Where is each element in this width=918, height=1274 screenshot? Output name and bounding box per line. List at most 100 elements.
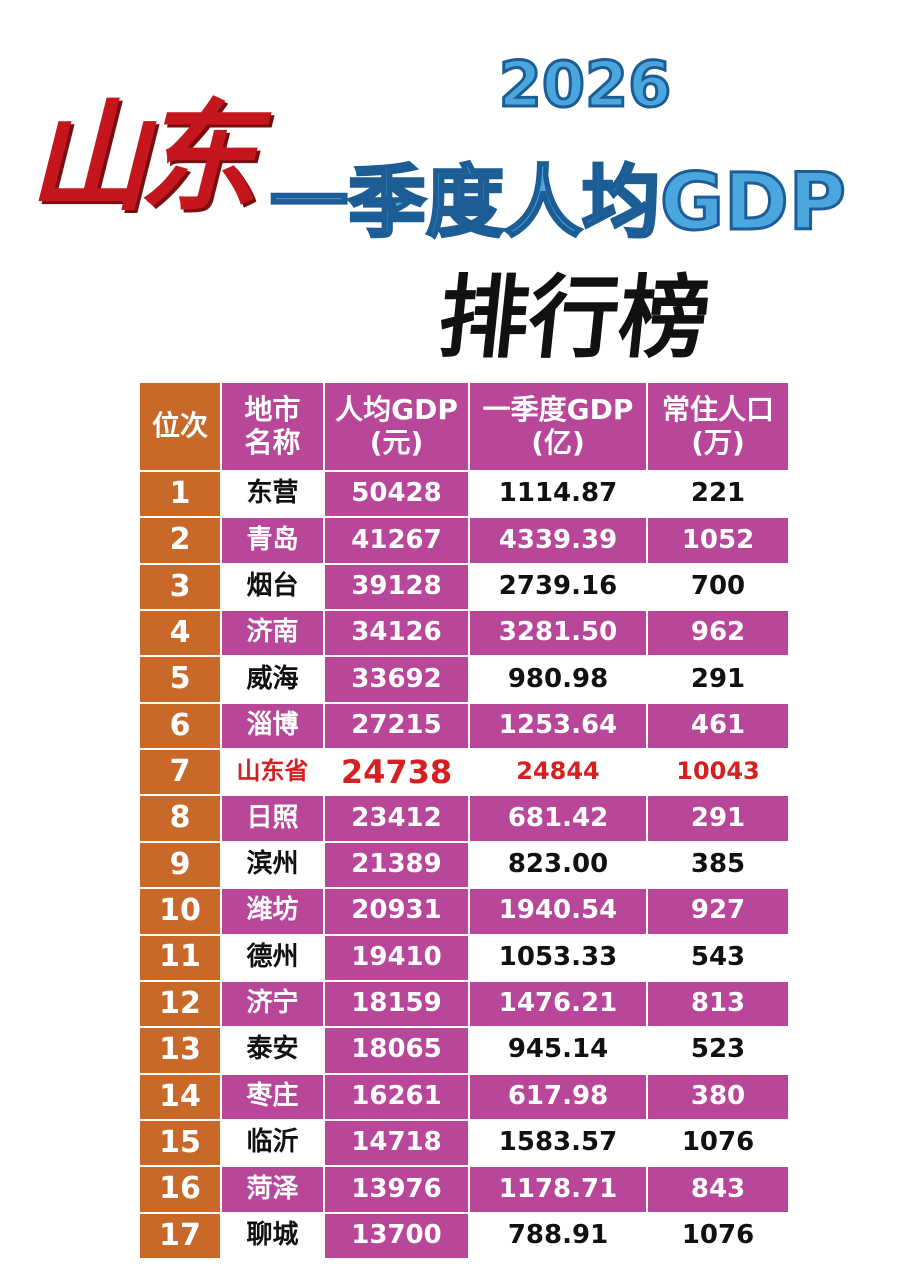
cell-text: 1052 (681, 524, 755, 555)
table-cell: 927 (648, 889, 790, 936)
cell-text: 24844 (516, 757, 600, 786)
table-cell: 13700 (325, 1213, 470, 1260)
table-cell: 1253.64 (470, 703, 648, 751)
table-cell: 34126 (325, 611, 470, 658)
table-cell: 33692 (325, 657, 470, 704)
cell-text: 39128 (351, 570, 442, 601)
table-cell: 1583.57 (470, 1120, 648, 1168)
cell-text: 聊城 (246, 1219, 299, 1250)
cell-text: 10 (159, 893, 201, 929)
table-cell: 2739.16 (470, 564, 648, 612)
table-cell: 617.98 (470, 1074, 648, 1121)
cell-text: 1053.33 (498, 941, 618, 972)
cell-text: 27215 (351, 709, 442, 740)
table-cell: 11 (140, 935, 222, 982)
cell-text: 菏泽 (246, 1173, 299, 1204)
cell-text: 济南 (246, 617, 299, 648)
cell-text: 山东省 (236, 757, 309, 786)
table-cell: 16 (140, 1167, 222, 1214)
table-cell: 700 (648, 564, 790, 612)
table-cell: 3281.50 (470, 611, 648, 658)
cell-text: 523 (690, 1034, 746, 1065)
cell-text: 41267 (351, 524, 442, 555)
cell-text: 19410 (351, 941, 442, 972)
cell-text: 18065 (351, 1034, 442, 1065)
table-cell: 13 (140, 1028, 222, 1075)
table-cell: 济宁 (222, 981, 325, 1029)
cell-text: 4 (169, 614, 191, 650)
cell-text: 291 (690, 663, 746, 694)
table-cell: 543 (648, 935, 790, 982)
cell-text: 10043 (676, 757, 760, 786)
table-cell: 济南 (222, 611, 325, 658)
cell-text: 385 (690, 849, 746, 880)
cell-text: 威海 (246, 663, 299, 694)
table-cell: 1076 (648, 1213, 790, 1260)
table-cell: 12 (140, 981, 222, 1029)
cell-text: 8 (169, 800, 191, 836)
table-cell: 1476.21 (470, 981, 648, 1029)
cell-text: 9 (169, 846, 191, 882)
table-cell: 5 (140, 657, 222, 704)
cell-text: 461 (690, 709, 746, 740)
table-cell: 461 (648, 703, 790, 751)
cell-text: 1476.21 (498, 988, 618, 1019)
cell-text: 7 (169, 754, 191, 790)
cell-text: 13 (159, 1032, 201, 1068)
table-cell: 681.42 (470, 796, 648, 843)
table-cell: 291 (648, 657, 790, 704)
cell-text: 1583.57 (498, 1127, 618, 1158)
table-cell: 菏泽 (222, 1167, 325, 1214)
table-cell: 10043 (648, 750, 790, 797)
table-cell: 青岛 (222, 518, 325, 565)
table-cell: 7 (140, 750, 222, 797)
table-cell: 日照 (222, 796, 325, 843)
table-cell: 823.00 (470, 842, 648, 890)
cell-text: 21389 (351, 849, 442, 880)
year: 2026 (497, 47, 673, 123)
cell-text: 23412 (351, 802, 442, 833)
table-cell: 威海 (222, 657, 325, 704)
cell-text: 700 (690, 570, 746, 601)
cell-text: 枣庄 (246, 1080, 299, 1111)
cell-text: 50428 (351, 478, 442, 509)
table-cell: 385 (648, 842, 790, 890)
cell-text: 淄博 (246, 709, 299, 740)
cell-text: 1253.64 (498, 709, 618, 740)
table-cell: 27215 (325, 703, 470, 751)
cell-text: 1178.71 (498, 1173, 618, 1204)
table-cell: 14 (140, 1074, 222, 1121)
cell-text: 3281.50 (498, 617, 618, 648)
table-cell: 聊城 (222, 1213, 325, 1260)
table-cell: 843 (648, 1167, 790, 1214)
table-cell: 潍坊 (222, 889, 325, 936)
cell-text: 17 (159, 1217, 201, 1253)
table-cell: 德州 (222, 935, 325, 982)
table-cell: 39128 (325, 564, 470, 612)
cell-text: 14 (159, 1078, 201, 1114)
header-text: (元) (369, 425, 424, 459)
cell-text: 烟台 (246, 570, 299, 601)
table-cell: 24738 (325, 750, 470, 797)
cell-text: 34126 (351, 617, 442, 648)
table-cell: 962 (648, 611, 790, 658)
cell-text: 滨州 (246, 849, 299, 880)
cell-text: 980.98 (507, 663, 609, 694)
title: 一季度人均GDP (269, 157, 848, 250)
table-cell: 泰安 (222, 1028, 325, 1075)
table-cell: 945.14 (470, 1028, 648, 1075)
cell-text: 6 (169, 707, 191, 743)
header-cell: 位次 (140, 383, 222, 472)
cell-text: 4339.39 (498, 524, 618, 555)
cell-text: 2 (169, 522, 191, 558)
cell-text: 潍坊 (246, 895, 299, 926)
cell-text: 1076 (681, 1127, 755, 1158)
cell-text: 泰安 (246, 1034, 299, 1065)
table-cell: 788.91 (470, 1213, 648, 1260)
cell-text: 18159 (351, 988, 442, 1019)
header-text: 名称 (244, 425, 301, 459)
table-cell: 临沂 (222, 1120, 325, 1168)
table-cell: 20931 (325, 889, 470, 936)
table-cell: 18065 (325, 1028, 470, 1075)
